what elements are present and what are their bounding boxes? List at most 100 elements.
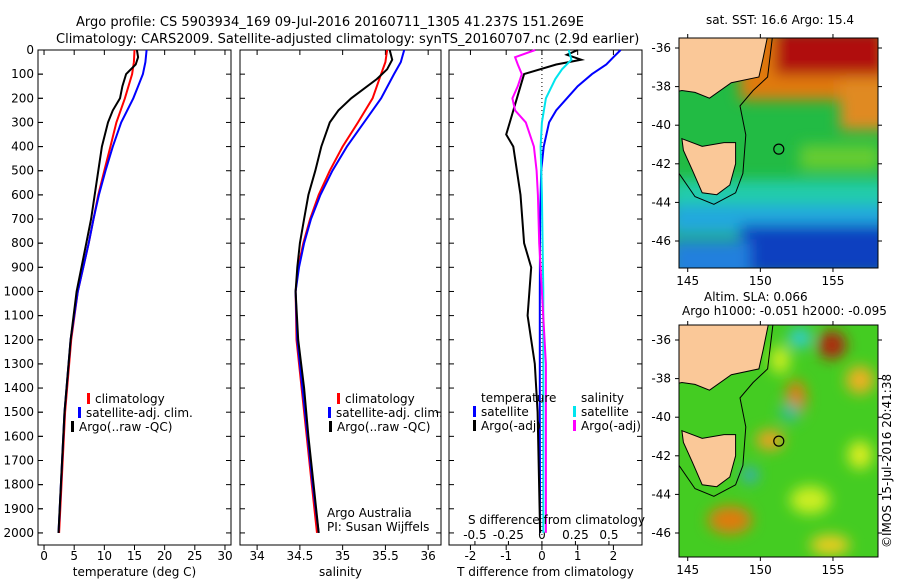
sst-map <box>679 38 878 268</box>
series-satellite-adj-clim- <box>57 49 148 533</box>
sst-map-title: sat. SST: 16.6 Argo: 15.4 <box>706 13 854 27</box>
sla-map-axes: 145 150 155 -36 -38 -40 -42 -44 -46 <box>651 321 882 577</box>
difference-legend: temperature satellite Argo(-adj) salinit… <box>468 391 645 527</box>
y-tick-label: 900 <box>11 260 34 274</box>
legend-label: Argo(..raw -QC) <box>79 420 172 434</box>
sla-map <box>679 325 878 557</box>
y-tick-label: 100 <box>11 67 34 81</box>
lat-tick-label: -42 <box>651 157 671 171</box>
series-s-argo-adj- <box>511 49 547 533</box>
x-tick-label: -1 <box>500 549 512 563</box>
legend-swatch-s-argo <box>573 420 576 431</box>
y-tick-label: 500 <box>11 164 34 178</box>
plot-frame <box>239 49 442 546</box>
x-tick-label: 1 <box>574 549 582 563</box>
y-tick-label: 1400 <box>3 381 34 395</box>
s-tick-label: 0.5 <box>599 528 618 542</box>
x-tick-label: 0 <box>538 549 546 563</box>
x-tick-label: 15 <box>127 549 142 563</box>
argo-float-marker <box>773 143 785 155</box>
temperature-legend: climatology satellite-adj. clim. Argo(..… <box>71 392 193 434</box>
y-tick-label: 2000 <box>3 526 34 540</box>
y-tick-label: 200 <box>11 91 34 105</box>
sla-map-title2: Argo h1000: -0.051 h2000: -0.095 <box>682 304 887 318</box>
legend-swatch-t-satellite <box>473 406 476 417</box>
series-argo-raw-qc- <box>294 49 394 534</box>
temperature-panel: 0100200300400500600700800900100011001200… <box>3 43 232 579</box>
lat-tick-label: -42 <box>651 449 671 463</box>
x-tick-label: 35 <box>335 549 350 563</box>
tasmania <box>681 137 737 196</box>
sst-map-frame <box>678 37 879 269</box>
lon-tick-label: 155 <box>822 274 845 288</box>
lon-tick-label: 155 <box>822 563 845 577</box>
y-tick-label: 1100 <box>3 309 34 323</box>
x-tick-label: 20 <box>157 549 172 563</box>
y-tick-label: 0 <box>26 43 34 57</box>
y-tick-label: 300 <box>11 115 34 129</box>
mainland-australia <box>679 38 768 99</box>
lat-tick-label: -40 <box>651 118 671 132</box>
legend-swatch-s-satellite <box>573 406 576 417</box>
sla-map-title1: Altim. SLA: 0.066 <box>704 290 808 304</box>
sla-map-frame <box>678 324 879 558</box>
y-tick-label: 1200 <box>3 333 34 347</box>
lat-tick-label: -46 <box>651 234 671 248</box>
s-axis-label: S difference from climatology <box>468 513 645 527</box>
y-tick-label: 1800 <box>3 478 34 492</box>
annotation-argo-australia: Argo Australia <box>327 506 412 520</box>
legend-swatch-satellite <box>328 407 331 418</box>
legend-swatch-argo <box>71 421 74 432</box>
y-tick-label: 1000 <box>3 284 34 298</box>
legend-label: climatology <box>95 392 165 406</box>
x-tick-label: 5 <box>70 549 78 563</box>
y-tick-label: 1700 <box>3 453 34 467</box>
lon-tick-label: 145 <box>676 563 699 577</box>
y-tick-label: 600 <box>11 188 34 202</box>
y-tick-label: 1300 <box>3 357 34 371</box>
x-tick-label: 2 <box>610 549 618 563</box>
y-tick-label: 1600 <box>3 429 34 443</box>
legend-label: satellite <box>481 405 529 419</box>
lat-tick-label: -46 <box>651 526 671 540</box>
x-tick-label: 34 <box>249 549 264 563</box>
legend-label: satellite <box>581 405 629 419</box>
legend-label: satellite-adj. clim. <box>336 406 443 420</box>
series-t-satellite <box>538 49 622 533</box>
legend-label: Argo(..raw -QC) <box>337 420 430 434</box>
x-axis-label: temperature (deg C) <box>73 565 196 579</box>
x-tick-label: 35.5 <box>372 549 399 563</box>
legend-label: Argo(-adj) <box>481 419 541 433</box>
argo-float-marker <box>773 435 785 447</box>
legend-label: Argo(-adj) <box>581 419 641 433</box>
x-axis-label: salinity <box>319 565 362 579</box>
x-tick-label: 36 <box>421 549 436 563</box>
difference-panel: -2 -1 0 1 2 T difference from climatology -0.5… <box>448 49 643 579</box>
series-climatology <box>58 49 136 533</box>
x-tick-label: 34.5 <box>287 549 314 563</box>
plot-frame <box>37 49 232 546</box>
legend-label: satellite-adj. clim. <box>86 406 193 420</box>
plot-frame <box>448 49 643 546</box>
lon-tick-label: 150 <box>749 274 772 288</box>
lat-tick-label: -44 <box>651 195 671 209</box>
x-tick-label: -2 <box>464 549 476 563</box>
lat-tick-label: -38 <box>651 372 671 386</box>
series-satellite-adj-clim- <box>294 49 406 534</box>
lat-tick-label: -44 <box>651 487 671 501</box>
sst-map-axes: 145 150 155 -36 -38 -40 -42 -44 -46 <box>651 34 882 288</box>
lat-tick-label: -36 <box>651 41 671 55</box>
s-tick-label: -0.5 <box>463 528 486 542</box>
lat-tick-label: -40 <box>651 410 671 424</box>
title-line1: Argo profile: CS 5903934_169 09-Jul-2016… <box>76 15 584 30</box>
series-t-argo-adj- <box>505 49 586 533</box>
lat-tick-label: -38 <box>651 80 671 94</box>
legend-label: climatology <box>345 392 415 406</box>
s-tick-label: -0.25 <box>493 528 524 542</box>
legend-swatch-satellite <box>78 407 81 418</box>
y-tick-label: 1900 <box>3 502 34 516</box>
series-argo-raw-qc- <box>57 49 140 533</box>
shelf-contour <box>679 325 774 497</box>
lon-tick-label: 145 <box>676 274 699 288</box>
legend-swatch-climatology <box>337 393 340 404</box>
